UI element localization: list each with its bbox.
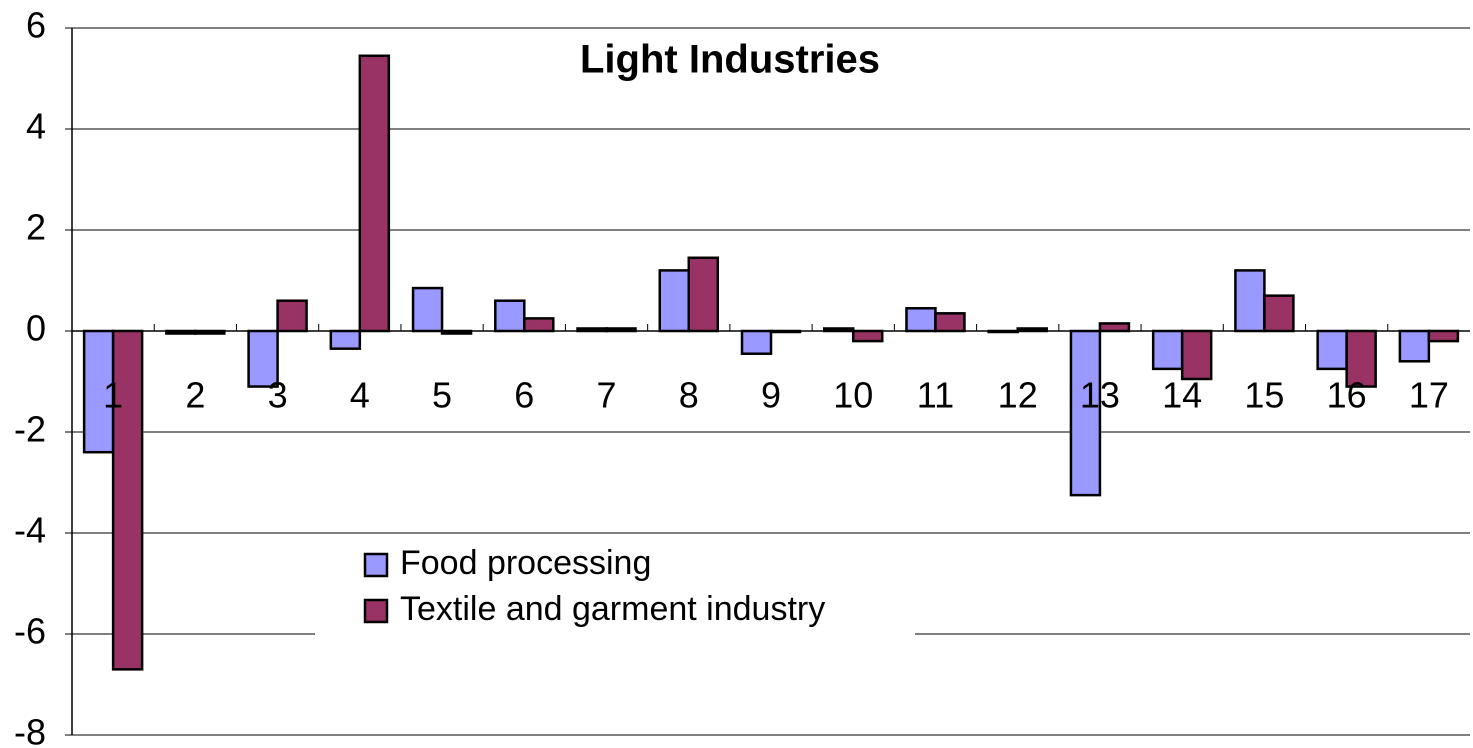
bar xyxy=(1427,329,1460,343)
bar xyxy=(576,327,608,333)
bar xyxy=(1316,329,1348,371)
x-tick-label: 7 xyxy=(597,375,617,416)
x-tick-label: 12 xyxy=(998,375,1038,416)
bar xyxy=(687,256,720,333)
bar xyxy=(1151,329,1184,371)
bar xyxy=(1180,329,1213,381)
bar xyxy=(247,329,279,388)
x-tick-label: 9 xyxy=(761,375,781,416)
bar xyxy=(276,299,308,333)
bar xyxy=(358,54,391,333)
bar xyxy=(605,327,637,333)
bar xyxy=(851,329,884,343)
bar xyxy=(822,327,855,333)
x-tick-label: 15 xyxy=(1244,375,1284,416)
x-tick-label: 13 xyxy=(1080,375,1120,416)
x-tick-label: 17 xyxy=(1409,375,1449,416)
bar xyxy=(523,317,555,333)
bar xyxy=(111,329,144,671)
x-tick-label: 3 xyxy=(268,375,288,416)
x-tick-label: 10 xyxy=(833,375,873,416)
y-tick-label: 0 xyxy=(26,308,46,349)
legend-label: Textile and garment industry xyxy=(400,590,825,628)
bar xyxy=(1016,327,1048,333)
bar xyxy=(1234,269,1266,333)
bar xyxy=(1398,329,1431,363)
legend-swatch xyxy=(363,552,389,578)
bar xyxy=(1069,329,1102,497)
bar xyxy=(905,307,937,333)
bar xyxy=(329,329,362,350)
bar xyxy=(411,286,444,333)
bar xyxy=(769,329,802,334)
y-tick-label: -8 xyxy=(14,712,46,748)
y-tick-label: 4 xyxy=(26,106,46,147)
y-tick-label: -2 xyxy=(14,409,46,450)
legend-box xyxy=(315,535,915,640)
x-tick-label: 11 xyxy=(917,375,954,416)
x-tick-label: 1 xyxy=(103,375,123,416)
bar xyxy=(658,269,691,333)
chart-title: Light Industries xyxy=(580,38,880,82)
x-tick-label: 16 xyxy=(1327,375,1367,416)
y-tick-label: 2 xyxy=(26,207,46,248)
legend-label: Food processing xyxy=(400,544,651,582)
bar xyxy=(194,329,226,335)
y-tick-label: 6 xyxy=(26,5,46,46)
x-tick-label: 2 xyxy=(185,375,205,416)
bar xyxy=(165,329,197,335)
bar xyxy=(1345,329,1377,388)
x-tick-label: 5 xyxy=(432,375,452,416)
bar xyxy=(987,329,1019,334)
bar xyxy=(1098,322,1131,333)
x-tick-label: 14 xyxy=(1162,375,1202,416)
y-tick-label: -4 xyxy=(14,510,46,551)
x-tick-label: 6 xyxy=(514,375,534,416)
bar xyxy=(440,329,473,335)
x-tick-label: 8 xyxy=(679,375,699,416)
bar xyxy=(494,299,526,333)
legend-swatch xyxy=(363,598,389,624)
y-tick-label: -6 xyxy=(14,611,46,652)
bar xyxy=(934,312,966,333)
bar xyxy=(740,329,773,355)
x-tick-label: 4 xyxy=(350,375,370,416)
bar xyxy=(1263,294,1295,333)
bar xyxy=(82,329,115,454)
